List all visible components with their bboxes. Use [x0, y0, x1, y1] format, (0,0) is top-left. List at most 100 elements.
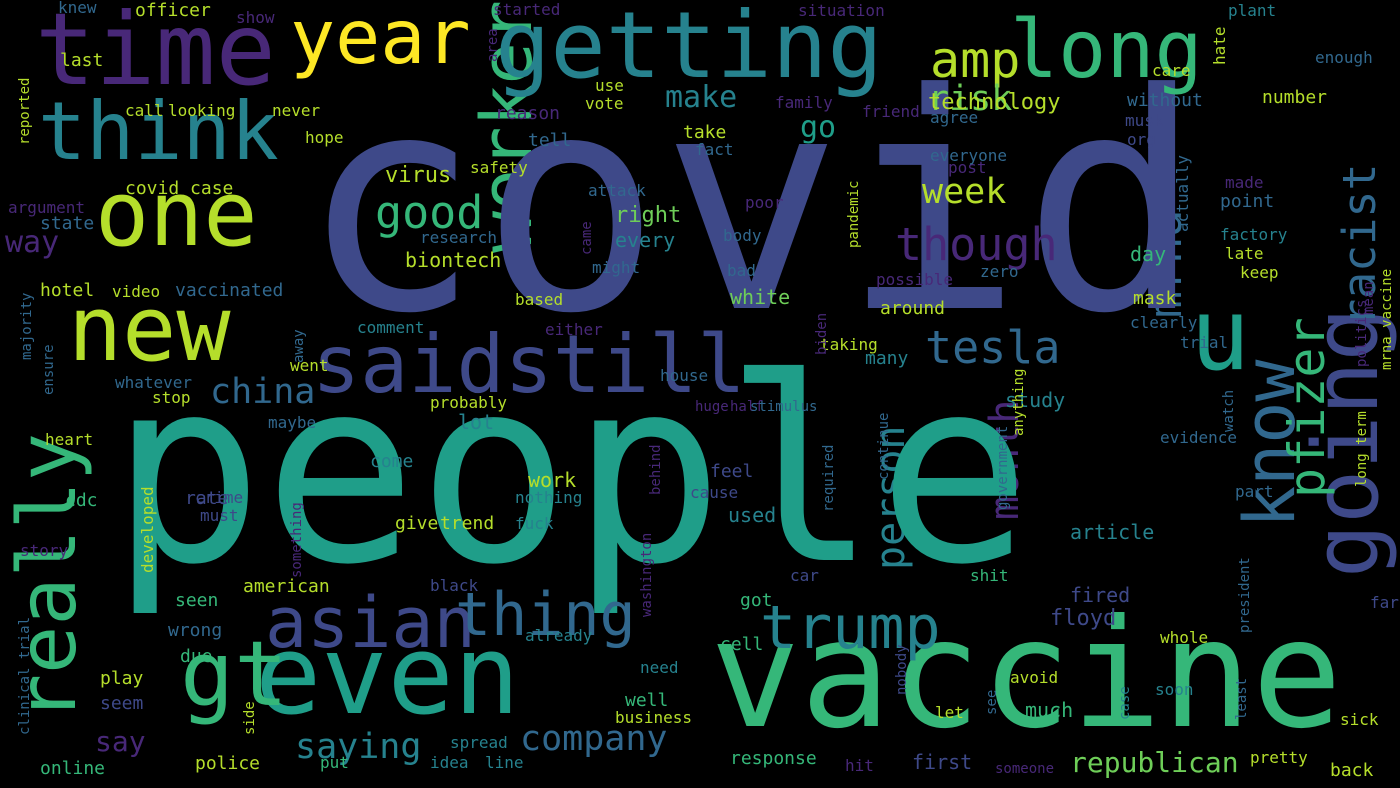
word-show: show [236, 8, 275, 27]
word-take: take [683, 122, 727, 143]
word-company: company [520, 719, 668, 759]
word-china: china [210, 372, 316, 412]
word-safety: safety [470, 158, 528, 177]
word-pfizer: pfizer [1278, 317, 1336, 498]
word-say: say [95, 725, 146, 758]
word-house: house [660, 366, 709, 385]
word-line: line [485, 753, 524, 772]
word-poor: poor [745, 193, 784, 212]
word-possible: possible [876, 270, 954, 289]
word-officer: officer [135, 0, 211, 21]
word-shit: shit [970, 566, 1009, 585]
word-many: many [865, 348, 909, 369]
word-fuck: fuck [515, 514, 554, 533]
word-getting: getting [495, 0, 883, 99]
word-u: u [1190, 276, 1251, 393]
word-musk: musk [1125, 111, 1164, 130]
word-must: must [200, 506, 239, 525]
word-make: make [665, 80, 738, 115]
word-use: use [595, 76, 624, 95]
word-play: play [100, 668, 144, 689]
word-black: black [430, 576, 479, 595]
word-asian: asian [265, 582, 476, 664]
word-hate: hate [1210, 26, 1229, 65]
word-least: least [1234, 677, 1250, 720]
word-crime: crime [195, 488, 244, 507]
word-right: right [615, 203, 682, 228]
word-lot: lot [458, 410, 495, 434]
word-either: either [545, 320, 603, 339]
word-came: came [579, 221, 595, 255]
word-worker: trump [760, 593, 941, 663]
word-week: week [922, 172, 1007, 212]
word-body: body [723, 226, 762, 245]
word-trial: trial [1180, 333, 1229, 352]
word-video: video [112, 282, 161, 301]
word-based: based [515, 290, 564, 309]
word-nobody: nobody [894, 644, 910, 695]
word-well: well [625, 690, 669, 711]
word-majority: majority [19, 292, 35, 360]
word-taking: taking [820, 335, 878, 354]
word-cause: cause [690, 483, 739, 502]
word-gt: gt [180, 622, 289, 727]
word-case: case [1117, 686, 1133, 720]
word-seen: seen [175, 590, 219, 611]
word-started: started [493, 0, 561, 19]
word-looking: looking [168, 101, 236, 120]
word-stimulus: stimulus [750, 399, 818, 415]
word-part: part [1235, 482, 1274, 501]
word-clearly: clearly [1130, 313, 1198, 332]
word-trump: tesla [925, 321, 1061, 374]
word-hotel: hotel [40, 280, 95, 301]
word-put: put [320, 753, 349, 772]
word-republican: republican [1070, 746, 1239, 779]
word-half: half [730, 399, 764, 415]
word-saidstill: saidstill [312, 318, 746, 411]
word-one: one [95, 162, 258, 267]
word-actually: actually [1173, 154, 1192, 232]
word-family: family [775, 93, 833, 112]
word-comment: comment [357, 318, 425, 337]
word-ensure: ensure [41, 344, 57, 395]
word-huge: huge [695, 399, 729, 415]
word-back: back [1330, 760, 1374, 781]
word-good: good [375, 186, 484, 239]
word-anything: anything [1011, 368, 1027, 436]
word-fact: fact [695, 140, 734, 159]
word-risk: risk [928, 79, 1013, 119]
word-state: state [40, 213, 95, 234]
word-call: call [125, 101, 164, 120]
word-long-term: long term [1354, 411, 1370, 487]
word-enough: enough [1315, 48, 1373, 67]
word-developed: developed [138, 486, 157, 573]
word-zero: zero [980, 262, 1019, 281]
word-situation: situation [798, 1, 885, 20]
word-attack: attack [588, 181, 646, 200]
word-new: new [68, 277, 231, 382]
word-hit: hit [845, 756, 874, 775]
word-something: something [289, 502, 305, 578]
word-think: think [38, 85, 279, 178]
word-argument: argument [8, 198, 86, 217]
word-bad: bad [727, 261, 756, 280]
word-story: story [20, 541, 69, 560]
word-feel: feel [710, 461, 754, 482]
word-white: white [730, 285, 791, 309]
word-cell: cell [720, 634, 764, 655]
word-floyd: floyd [1050, 606, 1117, 631]
word-fired: fired [1070, 583, 1131, 607]
word-people: people [110, 324, 1032, 621]
word-clinical-trial: clinical trial [17, 616, 33, 735]
word-never: never [272, 101, 321, 120]
word-mask: mask [1133, 288, 1177, 309]
word-go: go [800, 110, 837, 145]
word-first: first [912, 750, 973, 774]
word-used: used [728, 503, 777, 527]
word-stop: stop [152, 388, 191, 407]
word-keep: keep [1240, 263, 1279, 282]
word-maybe: maybe [268, 413, 317, 432]
word-see: see [984, 689, 1000, 715]
word-idea: idea [430, 753, 469, 772]
